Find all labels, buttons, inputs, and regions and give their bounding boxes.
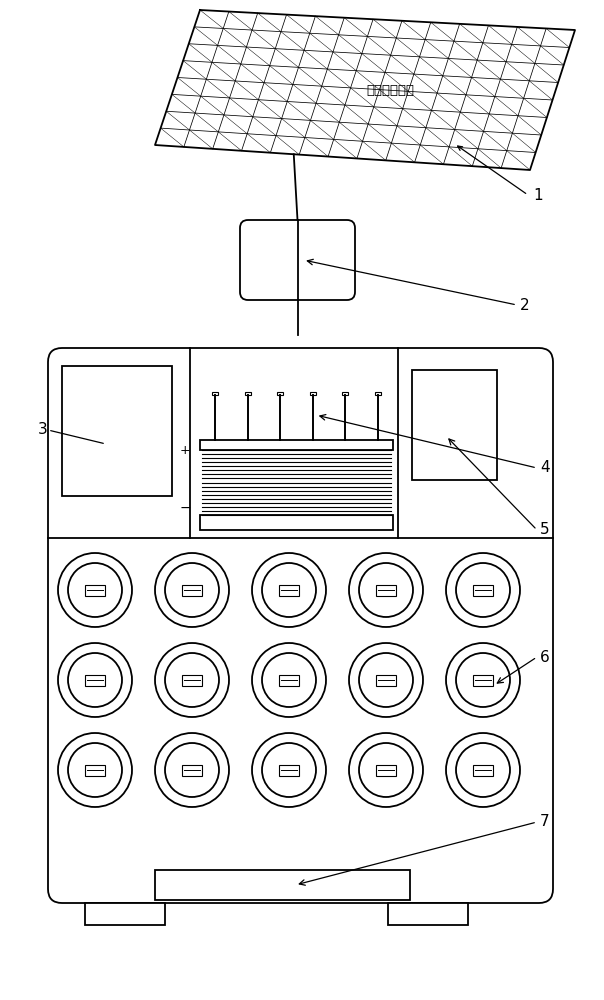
Bar xyxy=(279,674,299,686)
Bar xyxy=(376,584,396,595)
Circle shape xyxy=(252,733,326,807)
Bar xyxy=(376,764,396,776)
Circle shape xyxy=(446,553,520,627)
Text: 太阳能光伏板: 太阳能光伏板 xyxy=(366,84,414,97)
Text: 3: 3 xyxy=(38,422,48,438)
Circle shape xyxy=(349,733,423,807)
Circle shape xyxy=(359,563,413,617)
Circle shape xyxy=(262,653,316,707)
Text: 5: 5 xyxy=(540,522,550,538)
Circle shape xyxy=(155,643,229,717)
Circle shape xyxy=(58,553,132,627)
Circle shape xyxy=(456,563,510,617)
Circle shape xyxy=(68,653,122,707)
Circle shape xyxy=(456,653,510,707)
Circle shape xyxy=(359,653,413,707)
Bar xyxy=(375,392,381,395)
FancyBboxPatch shape xyxy=(240,220,355,300)
Circle shape xyxy=(262,743,316,797)
Bar xyxy=(342,392,349,395)
Text: 2: 2 xyxy=(520,298,530,312)
Bar xyxy=(85,584,105,595)
Bar xyxy=(279,584,299,595)
Circle shape xyxy=(165,653,219,707)
Bar xyxy=(200,515,393,530)
Bar xyxy=(182,674,202,686)
Text: 1: 1 xyxy=(533,188,542,202)
Text: 6: 6 xyxy=(540,650,550,664)
Circle shape xyxy=(359,743,413,797)
Bar xyxy=(473,764,493,776)
Circle shape xyxy=(155,733,229,807)
Circle shape xyxy=(165,563,219,617)
Circle shape xyxy=(252,553,326,627)
Bar xyxy=(85,764,105,776)
Bar xyxy=(310,392,316,395)
Bar xyxy=(85,903,165,925)
FancyBboxPatch shape xyxy=(48,348,553,903)
Circle shape xyxy=(262,563,316,617)
Bar xyxy=(155,870,410,900)
Bar xyxy=(473,584,493,595)
Circle shape xyxy=(68,743,122,797)
Circle shape xyxy=(58,733,132,807)
Text: −: − xyxy=(179,501,191,515)
Circle shape xyxy=(446,643,520,717)
Bar xyxy=(62,366,172,496)
Text: 7: 7 xyxy=(540,814,550,830)
Text: +: + xyxy=(179,444,190,456)
Bar xyxy=(85,674,105,686)
Bar xyxy=(388,903,468,925)
Circle shape xyxy=(349,553,423,627)
Circle shape xyxy=(155,553,229,627)
Circle shape xyxy=(456,743,510,797)
Circle shape xyxy=(252,643,326,717)
Circle shape xyxy=(349,643,423,717)
Bar xyxy=(212,392,218,395)
Bar xyxy=(245,392,251,395)
Text: 4: 4 xyxy=(540,460,550,476)
Bar xyxy=(182,764,202,776)
Circle shape xyxy=(58,643,132,717)
Bar xyxy=(277,392,283,395)
Bar xyxy=(182,584,202,595)
Bar xyxy=(412,370,497,480)
Bar xyxy=(376,674,396,686)
Circle shape xyxy=(68,563,122,617)
Bar xyxy=(473,674,493,686)
Circle shape xyxy=(165,743,219,797)
Bar xyxy=(200,440,393,450)
Bar xyxy=(279,764,299,776)
Circle shape xyxy=(446,733,520,807)
